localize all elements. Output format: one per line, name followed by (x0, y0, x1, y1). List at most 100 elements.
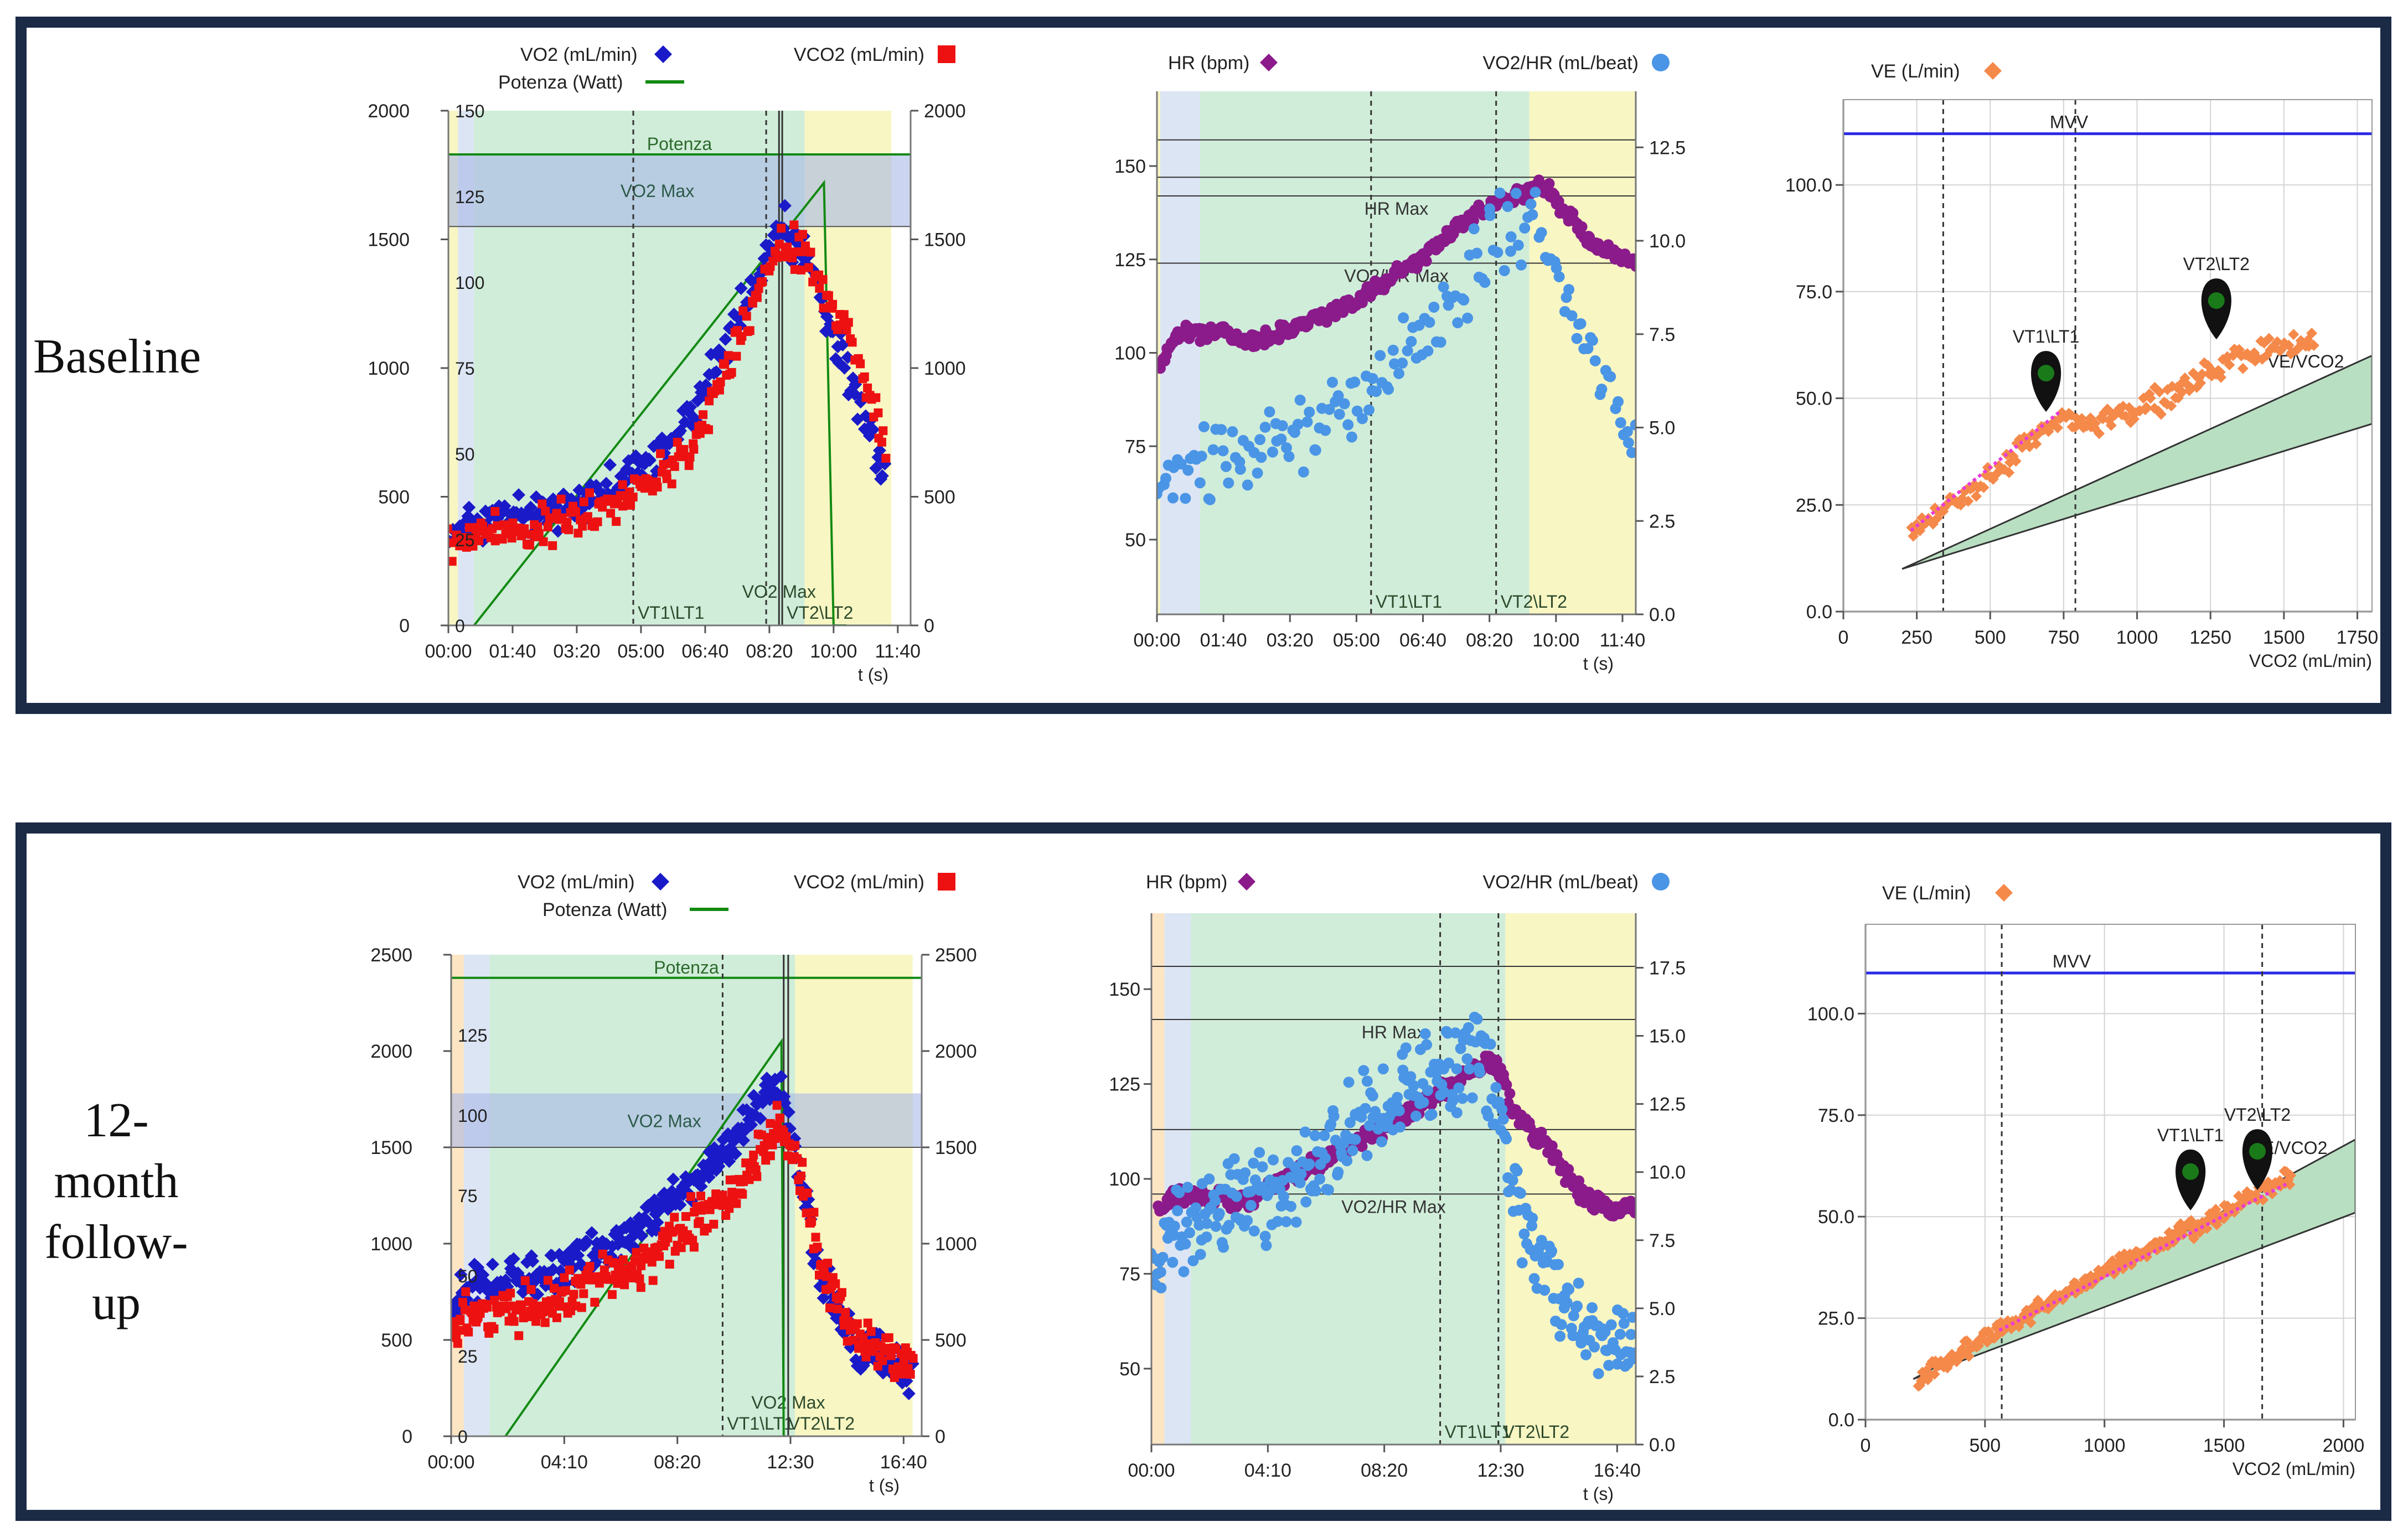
zone-0 (1151, 913, 1165, 1445)
point (1383, 384, 1394, 395)
point (844, 318, 853, 327)
point (774, 1069, 788, 1083)
point (469, 1301, 479, 1311)
point (1393, 1105, 1405, 1116)
plot-border (1865, 924, 2356, 1420)
point (1978, 482, 1990, 493)
point (1343, 1076, 1355, 1088)
point (825, 1303, 835, 1313)
point (1350, 1134, 1361, 1145)
point (1181, 1216, 1192, 1228)
point (1310, 444, 1321, 456)
y-right-tick-label-1: 2.5 (1649, 1367, 1675, 1388)
point (1367, 372, 1378, 384)
point (1217, 1241, 1229, 1253)
y-right-tick-label-4: 10.0 (1649, 231, 1686, 252)
point (1357, 413, 1368, 425)
point (1566, 310, 1578, 322)
point (2306, 328, 2318, 339)
point (526, 1254, 540, 1268)
x-axis-title: t (s) (869, 1476, 900, 1495)
point (525, 540, 534, 550)
vline-label-1: VT2\LT2 (788, 1414, 855, 1433)
point (483, 1302, 492, 1312)
x-tick-label-1: 01:40 (489, 641, 536, 662)
point (1400, 1042, 1412, 1054)
point (1167, 1256, 1179, 1268)
point (1260, 1240, 1272, 1251)
point (1216, 424, 1227, 436)
point (1210, 1220, 1222, 1232)
point (569, 1290, 578, 1299)
x-tick-label-6: 1500 (2263, 627, 2305, 648)
point (1428, 301, 1440, 313)
vline-label-3: VT2\LT2 (787, 603, 853, 623)
series-vco2 (448, 220, 891, 566)
point (1494, 187, 1506, 199)
point (507, 1252, 520, 1266)
point (841, 1308, 850, 1317)
point (458, 1297, 468, 1307)
point (1496, 1104, 1508, 1115)
point (490, 1296, 499, 1305)
point (1408, 1080, 1419, 1091)
hline-label-0: Potenza (654, 958, 719, 977)
point (1201, 1218, 1213, 1229)
point (1468, 223, 1480, 235)
point (1190, 1202, 1202, 1214)
point (1474, 1067, 1486, 1078)
point (1471, 247, 1483, 259)
point (734, 281, 748, 295)
point (1337, 307, 1349, 318)
point (705, 1205, 715, 1214)
point (2166, 400, 2177, 412)
point (833, 1305, 843, 1314)
power-tick-label-5: 125 (455, 187, 484, 207)
point (504, 1301, 513, 1311)
point (1272, 1215, 1283, 1227)
point (775, 1113, 784, 1122)
point (1363, 404, 1374, 416)
point (618, 1255, 628, 1265)
point (1314, 1173, 1326, 1185)
y-tick-label-0: 50 (1119, 1359, 1140, 1380)
power-tick-label-6: 150 (455, 101, 484, 121)
y-right-tick-label-0: 0.0 (1649, 1435, 1675, 1456)
point (1285, 1200, 1296, 1212)
point (565, 1265, 574, 1275)
point (1625, 1329, 1636, 1340)
point (1515, 1188, 1526, 1199)
x-tick-label-5: 1250 (2189, 627, 2231, 648)
point (793, 247, 802, 257)
x-tick-label-3: 1500 (2203, 1435, 2245, 1456)
y-tick-label-0: 0.0 (1806, 602, 1832, 623)
point (1228, 1153, 1240, 1164)
x-tick-label-4: 16:40 (880, 1452, 927, 1473)
point (1539, 1285, 1551, 1296)
point (1466, 1092, 1478, 1104)
point (1479, 277, 1491, 288)
point (782, 1105, 795, 1119)
point (1451, 1063, 1463, 1075)
point (1527, 209, 1538, 221)
point (777, 224, 786, 233)
point (485, 1257, 499, 1271)
point (2025, 1317, 2037, 1329)
point (1516, 259, 1527, 271)
x-tick-label-2: 1000 (2084, 1435, 2126, 1456)
point (655, 1252, 664, 1261)
point (1589, 355, 1601, 366)
point (778, 199, 792, 213)
vline-label-0: VT1\LT1 (1445, 1422, 1511, 1442)
series-hr (1157, 174, 1636, 374)
x-tick-label-3: 750 (2048, 627, 2080, 648)
point (626, 500, 635, 510)
point (1451, 1107, 1463, 1119)
point (560, 1273, 569, 1282)
point (725, 1204, 734, 1213)
y-right-tick-label-2: 1000 (924, 358, 966, 379)
point (541, 506, 550, 516)
point (1553, 271, 1565, 283)
